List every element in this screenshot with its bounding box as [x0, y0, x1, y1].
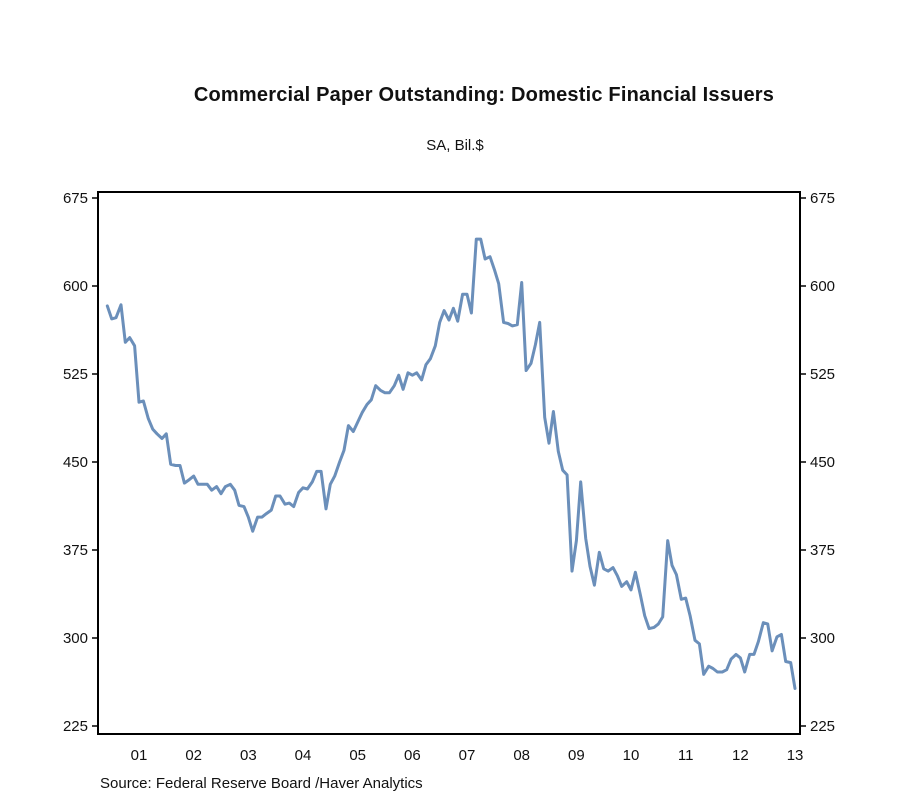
x-tick-label: 06 [404, 747, 421, 764]
series-line [105, 237, 797, 690]
x-tick-label: 03 [240, 747, 257, 764]
x-tick-label: 13 [787, 747, 804, 764]
y-tick-label-left: 675 [63, 190, 88, 207]
chart-title: Commercial Paper Outstanding: Domestic F… [193, 84, 775, 106]
y-tick-label-right: 450 [810, 454, 835, 471]
x-axis: 01 02 03 04 05 06 07 08 09 10 11 12 13 [131, 747, 804, 764]
y-tick-label-right: 675 [810, 190, 835, 207]
y-tick-label-left: 300 [63, 630, 88, 647]
y-tick-label-right: 600 [810, 278, 835, 295]
x-tick-label: 07 [459, 747, 476, 764]
plot-frame [97, 191, 801, 735]
x-tick-label: 01 [131, 747, 148, 764]
y-tick-label-right: 225 [810, 718, 835, 735]
x-tick-label: 04 [295, 747, 312, 764]
x-tick-label: 08 [513, 747, 530, 764]
x-tick-label: 11 [678, 747, 694, 764]
y-tick-label-left: 375 [63, 542, 88, 559]
x-tick-label: 05 [349, 747, 366, 764]
source-note: Source: Federal Reserve Board /Haver Ana… [100, 775, 423, 792]
y-tick-label-right: 525 [810, 366, 835, 383]
y-tick-label-left: 450 [63, 454, 88, 471]
x-tick-label: 02 [185, 747, 202, 764]
x-tick-label: 09 [568, 747, 585, 764]
x-tick-label: 10 [623, 747, 640, 764]
right-y-axis: 675 600 525 450 375 300 225 [800, 190, 835, 735]
y-tick-label-right: 300 [810, 630, 835, 647]
y-tick-label-right: 375 [810, 542, 835, 559]
y-tick-label-left: 525 [63, 366, 88, 383]
y-tick-label-left: 600 [63, 278, 88, 295]
left-y-axis: 675 600 525 450 375 300 225 [63, 190, 98, 735]
y-tick-label-left: 225 [63, 718, 88, 735]
x-tick-label: 12 [732, 747, 749, 764]
chart-subtitle: SA, Bil.$ [426, 137, 484, 154]
